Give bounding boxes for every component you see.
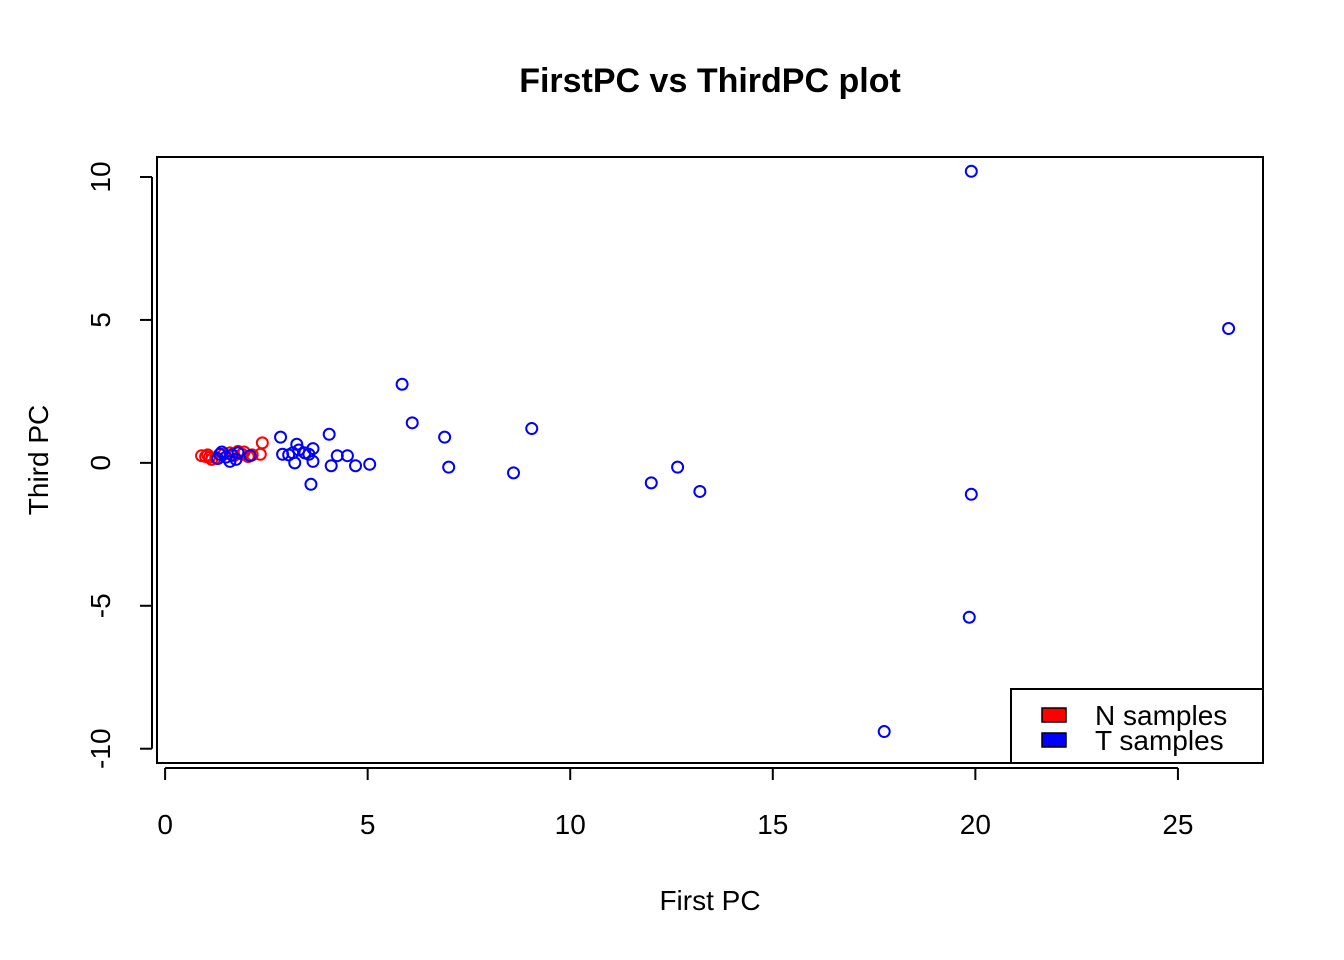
data-point (1222, 322, 1236, 336)
data-point (322, 427, 336, 441)
data-point (255, 436, 269, 450)
data-point (644, 476, 658, 490)
y-axis: -10 -5 0 5 10 (85, 161, 153, 769)
data-point (223, 454, 237, 468)
legend-label: N samples (1095, 700, 1227, 731)
data-points (195, 164, 1236, 739)
x-tick-label: 25 (1162, 809, 1193, 840)
data-point (304, 477, 318, 491)
x-tick-label: 15 (757, 809, 788, 840)
legend-swatch (1041, 707, 1067, 723)
data-point (442, 460, 456, 474)
data-point (405, 416, 419, 430)
data-point (274, 430, 288, 444)
data-point (290, 437, 304, 451)
x-axis-label: First PC (659, 885, 760, 916)
data-point (324, 459, 338, 473)
data-point (363, 457, 377, 471)
data-point (964, 487, 978, 501)
x-axis: 0 5 10 15 20 25 (157, 767, 1194, 840)
data-point (213, 447, 227, 461)
data-point (288, 456, 302, 470)
data-point (962, 610, 976, 624)
y-tick-label: -5 (85, 593, 116, 618)
data-point (693, 484, 707, 498)
data-point (964, 164, 978, 178)
data-point (231, 446, 245, 460)
data-point (229, 452, 243, 466)
y-tick-label: 10 (85, 161, 116, 192)
y-tick-label: 5 (85, 312, 116, 328)
data-point (243, 449, 257, 463)
legend-label: T samples (1095, 725, 1224, 756)
data-point (525, 422, 539, 436)
data-point (340, 449, 354, 463)
x-tick-label: 0 (157, 809, 173, 840)
x-tick-label: 20 (960, 809, 991, 840)
data-point (671, 460, 685, 474)
legend-swatch (1041, 732, 1067, 748)
chart-title: FirstPC vs ThirdPC plot (519, 62, 901, 100)
data-point (438, 430, 452, 444)
data-point (395, 377, 409, 391)
data-point (306, 454, 320, 468)
x-tick-label: 5 (360, 809, 376, 840)
data-point (877, 725, 891, 739)
x-tick-label: 10 (555, 809, 586, 840)
y-axis-label: Third PC (23, 405, 54, 515)
legend-box (1010, 688, 1264, 764)
data-point (507, 466, 521, 480)
plot-frame (156, 156, 1264, 764)
y-tick-label: 0 (85, 455, 116, 471)
data-point (306, 442, 320, 456)
data-point (349, 459, 363, 473)
y-tick-label: -10 (85, 728, 116, 768)
